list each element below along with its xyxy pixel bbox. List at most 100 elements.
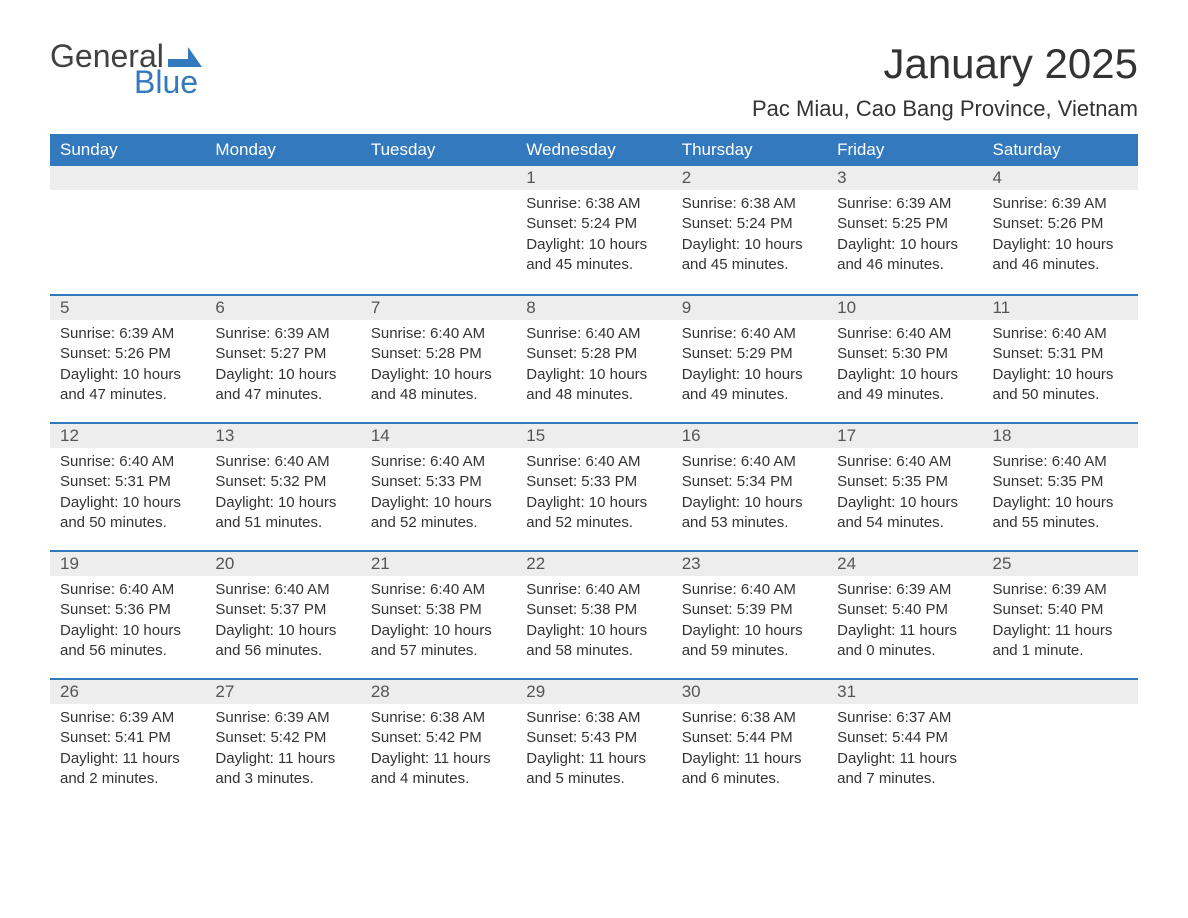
sunset-text: Sunset: 5:44 PM [837,728,972,748]
sunrise-text: Sunrise: 6:40 AM [837,324,972,344]
day-details: Sunrise: 6:40 AMSunset: 5:38 PMDaylight:… [361,576,516,669]
day-number [983,678,1138,704]
sunset-text: Sunset: 5:34 PM [682,472,817,492]
daylight-text: Daylight: 11 hours and 1 minute. [993,621,1128,662]
daylight-text: Daylight: 11 hours and 3 minutes. [215,749,350,790]
sunset-text: Sunset: 5:38 PM [371,600,506,620]
calendar-week: 5Sunrise: 6:39 AMSunset: 5:26 PMDaylight… [50,294,1138,422]
day-details: Sunrise: 6:40 AMSunset: 5:35 PMDaylight:… [827,448,982,541]
sunrise-text: Sunrise: 6:39 AM [837,194,972,214]
col-monday: Monday [205,134,360,166]
day-number: 2 [672,166,827,190]
day-details: Sunrise: 6:40 AMSunset: 5:31 PMDaylight:… [983,320,1138,413]
sunrise-text: Sunrise: 6:39 AM [60,324,195,344]
sunrise-text: Sunrise: 6:40 AM [371,580,506,600]
day-number: 15 [516,422,671,448]
calendar-day: 22Sunrise: 6:40 AMSunset: 5:38 PMDayligh… [516,550,671,678]
calendar-day: 29Sunrise: 6:38 AMSunset: 5:43 PMDayligh… [516,678,671,806]
day-number: 9 [672,294,827,320]
daylight-text: Daylight: 10 hours and 50 minutes. [993,365,1128,406]
calendar-day: 21Sunrise: 6:40 AMSunset: 5:38 PMDayligh… [361,550,516,678]
daylight-text: Daylight: 11 hours and 4 minutes. [371,749,506,790]
day-number: 28 [361,678,516,704]
calendar-day: 11Sunrise: 6:40 AMSunset: 5:31 PMDayligh… [983,294,1138,422]
calendar-day: 5Sunrise: 6:39 AMSunset: 5:26 PMDaylight… [50,294,205,422]
day-details: Sunrise: 6:39 AMSunset: 5:42 PMDaylight:… [205,704,360,797]
calendar-day: 13Sunrise: 6:40 AMSunset: 5:32 PMDayligh… [205,422,360,550]
daylight-text: Daylight: 10 hours and 47 minutes. [215,365,350,406]
sunrise-text: Sunrise: 6:38 AM [526,194,661,214]
sunrise-text: Sunrise: 6:40 AM [526,580,661,600]
sunrise-text: Sunrise: 6:38 AM [526,708,661,728]
sunrise-text: Sunrise: 6:40 AM [993,452,1128,472]
daylight-text: Daylight: 10 hours and 58 minutes. [526,621,661,662]
sunrise-text: Sunrise: 6:37 AM [837,708,972,728]
daylight-text: Daylight: 11 hours and 5 minutes. [526,749,661,790]
day-details: Sunrise: 6:39 AMSunset: 5:40 PMDaylight:… [983,576,1138,669]
day-number: 17 [827,422,982,448]
calendar-day: 1Sunrise: 6:38 AMSunset: 5:24 PMDaylight… [516,166,671,294]
day-details: Sunrise: 6:40 AMSunset: 5:37 PMDaylight:… [205,576,360,669]
daylight-text: Daylight: 10 hours and 57 minutes. [371,621,506,662]
calendar-day [983,678,1138,806]
sunset-text: Sunset: 5:40 PM [993,600,1128,620]
sunrise-text: Sunrise: 6:40 AM [682,580,817,600]
day-number: 10 [827,294,982,320]
sunrise-text: Sunrise: 6:39 AM [993,194,1128,214]
sunrise-text: Sunrise: 6:40 AM [682,324,817,344]
day-details: Sunrise: 6:40 AMSunset: 5:33 PMDaylight:… [361,448,516,541]
location-text: Pac Miau, Cao Bang Province, Vietnam [752,96,1138,122]
sunset-text: Sunset: 5:41 PM [60,728,195,748]
logo-word-2: Blue [134,66,202,98]
sunrise-text: Sunrise: 6:40 AM [60,452,195,472]
sunset-text: Sunset: 5:31 PM [993,344,1128,364]
sunset-text: Sunset: 5:26 PM [993,214,1128,234]
sunset-text: Sunset: 5:40 PM [837,600,972,620]
sunset-text: Sunset: 5:30 PM [837,344,972,364]
day-details: Sunrise: 6:39 AMSunset: 5:26 PMDaylight:… [983,190,1138,283]
sunset-text: Sunset: 5:39 PM [682,600,817,620]
calendar-day: 4Sunrise: 6:39 AMSunset: 5:26 PMDaylight… [983,166,1138,294]
day-details: Sunrise: 6:39 AMSunset: 5:41 PMDaylight:… [50,704,205,797]
daylight-text: Daylight: 10 hours and 50 minutes. [60,493,195,534]
col-tuesday: Tuesday [361,134,516,166]
day-details: Sunrise: 6:38 AMSunset: 5:44 PMDaylight:… [672,704,827,797]
daylight-text: Daylight: 11 hours and 2 minutes. [60,749,195,790]
sunset-text: Sunset: 5:42 PM [215,728,350,748]
calendar-day: 12Sunrise: 6:40 AMSunset: 5:31 PMDayligh… [50,422,205,550]
calendar-day: 24Sunrise: 6:39 AMSunset: 5:40 PMDayligh… [827,550,982,678]
day-number: 31 [827,678,982,704]
sunset-text: Sunset: 5:28 PM [526,344,661,364]
day-details: Sunrise: 6:40 AMSunset: 5:28 PMDaylight:… [516,320,671,413]
day-details: Sunrise: 6:40 AMSunset: 5:39 PMDaylight:… [672,576,827,669]
sunset-text: Sunset: 5:43 PM [526,728,661,748]
calendar-day: 28Sunrise: 6:38 AMSunset: 5:42 PMDayligh… [361,678,516,806]
day-details: Sunrise: 6:40 AMSunset: 5:30 PMDaylight:… [827,320,982,413]
col-friday: Friday [827,134,982,166]
sunrise-text: Sunrise: 6:39 AM [215,708,350,728]
day-number: 1 [516,166,671,190]
sunrise-text: Sunrise: 6:40 AM [526,324,661,344]
sunset-text: Sunset: 5:33 PM [526,472,661,492]
day-number: 24 [827,550,982,576]
day-number: 22 [516,550,671,576]
day-details: Sunrise: 6:40 AMSunset: 5:29 PMDaylight:… [672,320,827,413]
day-details: Sunrise: 6:39 AMSunset: 5:25 PMDaylight:… [827,190,982,283]
day-number: 13 [205,422,360,448]
daylight-text: Daylight: 10 hours and 56 minutes. [60,621,195,662]
calendar-week: 12Sunrise: 6:40 AMSunset: 5:31 PMDayligh… [50,422,1138,550]
day-number: 23 [672,550,827,576]
sunrise-text: Sunrise: 6:40 AM [60,580,195,600]
calendar-day: 6Sunrise: 6:39 AMSunset: 5:27 PMDaylight… [205,294,360,422]
calendar-day: 25Sunrise: 6:39 AMSunset: 5:40 PMDayligh… [983,550,1138,678]
sunset-text: Sunset: 5:24 PM [526,214,661,234]
sunset-text: Sunset: 5:32 PM [215,472,350,492]
day-number: 4 [983,166,1138,190]
sunrise-text: Sunrise: 6:40 AM [371,452,506,472]
day-details: Sunrise: 6:40 AMSunset: 5:31 PMDaylight:… [50,448,205,541]
calendar-day: 31Sunrise: 6:37 AMSunset: 5:44 PMDayligh… [827,678,982,806]
day-details: Sunrise: 6:40 AMSunset: 5:34 PMDaylight:… [672,448,827,541]
calendar-day: 7Sunrise: 6:40 AMSunset: 5:28 PMDaylight… [361,294,516,422]
daylight-text: Daylight: 11 hours and 0 minutes. [837,621,972,662]
day-details: Sunrise: 6:40 AMSunset: 5:28 PMDaylight:… [361,320,516,413]
